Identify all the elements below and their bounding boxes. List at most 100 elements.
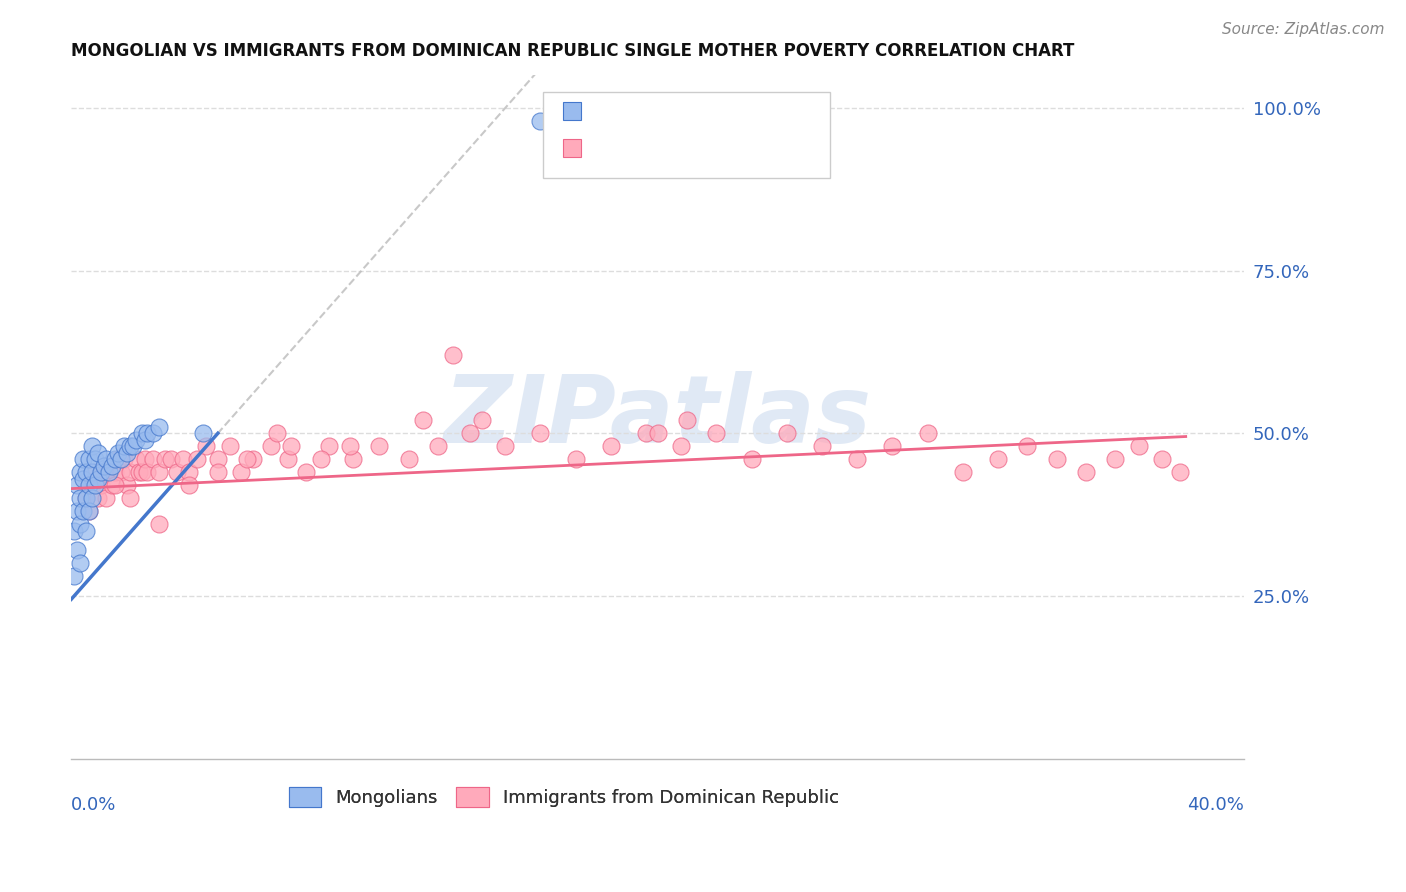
Point <box>671 439 693 453</box>
Point <box>118 491 141 506</box>
Point <box>80 491 103 506</box>
Point <box>599 439 621 453</box>
Point <box>101 478 124 492</box>
Point <box>118 439 141 453</box>
Point <box>131 426 153 441</box>
Point <box>195 439 218 453</box>
Point <box>142 426 165 441</box>
Point <box>207 466 229 480</box>
Point <box>75 524 97 538</box>
Point <box>564 452 586 467</box>
Point <box>75 491 97 506</box>
Point <box>1017 439 1039 453</box>
Point <box>69 466 91 480</box>
Point <box>266 426 288 441</box>
Point <box>69 517 91 532</box>
Point <box>63 569 86 583</box>
Point <box>636 426 658 441</box>
Point <box>136 426 159 441</box>
Point <box>128 466 150 480</box>
Point <box>882 439 904 453</box>
Point <box>112 439 135 453</box>
Point <box>121 439 143 453</box>
Text: MONGOLIAN VS IMMIGRANTS FROM DOMINICAN REPUBLIC SINGLE MOTHER POVERTY CORRELATIO: MONGOLIAN VS IMMIGRANTS FROM DOMINICAN R… <box>72 42 1074 60</box>
Point <box>494 439 516 453</box>
Point <box>280 439 302 453</box>
Point <box>75 466 97 480</box>
Point <box>471 413 494 427</box>
Point <box>77 452 100 467</box>
Point <box>63 524 86 538</box>
Point <box>125 433 148 447</box>
Point <box>741 452 763 467</box>
Point <box>1046 452 1069 467</box>
Point <box>148 466 170 480</box>
Point <box>776 426 799 441</box>
Point <box>118 466 141 480</box>
Point <box>72 504 94 518</box>
Point <box>66 504 89 518</box>
Point <box>96 491 118 506</box>
Point <box>80 466 103 480</box>
Point <box>1168 466 1191 480</box>
Point <box>186 452 208 467</box>
Point <box>529 113 551 128</box>
Point <box>112 452 135 467</box>
Point <box>69 557 91 571</box>
Point <box>368 439 391 453</box>
Point <box>83 478 105 492</box>
Point <box>80 478 103 492</box>
Point <box>207 452 229 467</box>
Point <box>1074 466 1097 480</box>
Point <box>148 517 170 532</box>
Point <box>426 439 449 453</box>
Point <box>83 452 105 467</box>
Point <box>148 419 170 434</box>
Point <box>110 466 132 480</box>
Point <box>676 413 699 427</box>
Point <box>193 426 215 441</box>
Point <box>172 452 194 467</box>
Point <box>458 426 481 441</box>
Point <box>846 452 869 467</box>
Point <box>107 446 129 460</box>
Text: R = 0.428   N = 45: R = 0.428 N = 45 <box>605 102 790 121</box>
Point <box>77 504 100 518</box>
Text: ZIPatlas: ZIPatlas <box>444 371 872 463</box>
Point <box>134 452 156 467</box>
Point <box>142 452 165 467</box>
Point <box>125 452 148 467</box>
Point <box>177 478 200 492</box>
Point <box>104 466 127 480</box>
Point <box>80 439 103 453</box>
Point <box>90 466 112 480</box>
Point <box>242 452 264 467</box>
Point <box>104 452 127 467</box>
Point <box>83 466 105 480</box>
Point <box>110 452 132 467</box>
Point <box>77 478 100 492</box>
Point <box>93 458 115 473</box>
Legend: Mongolians, Immigrants from Dominican Republic: Mongolians, Immigrants from Dominican Re… <box>281 780 846 814</box>
Point <box>342 452 364 467</box>
Point <box>177 466 200 480</box>
Point <box>153 452 176 467</box>
Point <box>166 466 188 480</box>
FancyBboxPatch shape <box>543 92 831 178</box>
Point <box>236 452 259 467</box>
Text: 0.0%: 0.0% <box>72 797 117 814</box>
Point <box>86 491 108 506</box>
Point <box>98 466 121 480</box>
Point <box>77 504 100 518</box>
Point <box>96 452 118 467</box>
Point <box>98 466 121 480</box>
Text: R = 0.296   N = 80: R = 0.296 N = 80 <box>605 139 790 158</box>
Point <box>295 466 318 480</box>
Point <box>93 466 115 480</box>
Point <box>647 426 669 441</box>
Point <box>811 439 834 453</box>
Point <box>160 452 183 467</box>
Point <box>69 491 91 506</box>
Point <box>339 439 361 453</box>
Point <box>398 452 420 467</box>
